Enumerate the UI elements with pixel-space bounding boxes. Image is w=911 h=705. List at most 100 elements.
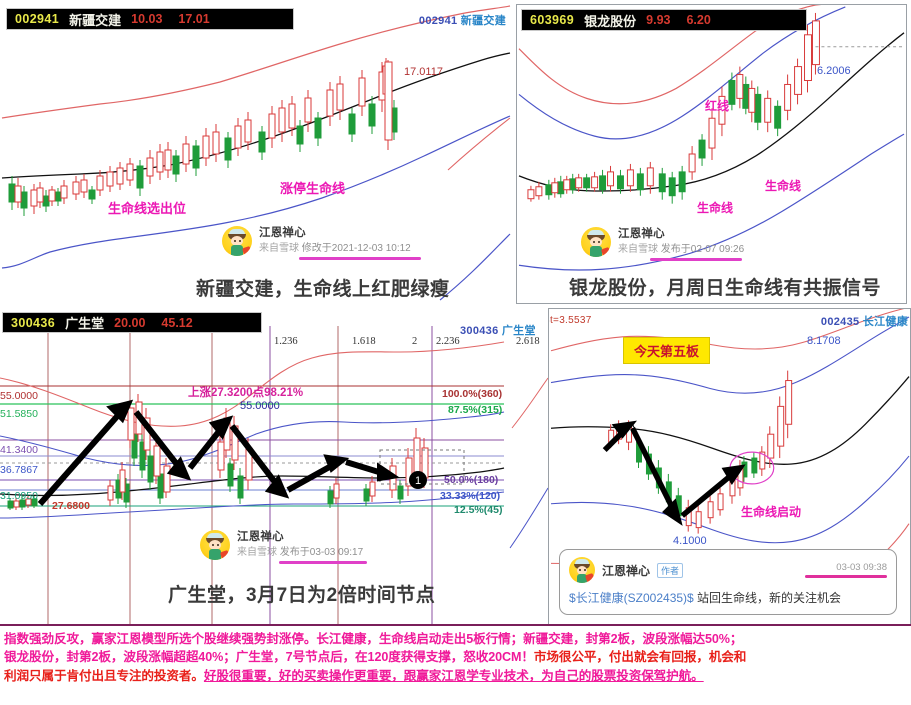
ticker-code: 603969	[530, 13, 575, 27]
price-callout-top: 6.2006	[817, 65, 851, 77]
annotation-lifeline-pick: 生命线选出位	[108, 201, 187, 216]
summary-line-3: 利润只属于肯付出且专注的投资者。好股很重要，好的买卖操作更重要，跟赢家江恩学专业…	[4, 667, 907, 685]
ticker-header-002941: 002941 新疆交建 10.03 17.01	[6, 8, 294, 30]
badge-fifth-limit-up: 今天第五板	[623, 337, 711, 364]
annotation-red-line: 红线	[705, 99, 730, 113]
highlight-underline	[299, 257, 421, 261]
corner-tag-code: 300436	[460, 325, 499, 337]
price-axis-1: 55.0000	[0, 390, 38, 402]
ticker-value-2: 17.01	[178, 12, 210, 26]
peak-price: 55.0000	[240, 400, 280, 412]
stock-link[interactable]: $长江健康(SZ002435)$	[569, 591, 694, 605]
comment-card[interactable]: 江恩禅心 作者 03-03 09:38 $长江健康(SZ002435)$ 站回生…	[559, 549, 897, 615]
corner-tag-300436: 300436 广生堂	[460, 322, 536, 338]
ticker-header-300436: 300436 广生堂 20.00 45.12	[2, 312, 262, 333]
ticker-name: 新疆交建	[69, 12, 122, 28]
summary-line-1: 指数强劲反攻，赢家江恩模型所选个股继续强势封涨停。长江健康，生命线启动走出5板行…	[4, 630, 907, 648]
summary-text-block: 指数强劲反攻，赢家江恩模型所选个股继续强势封涨停。长江健康，生命线启动走出5板行…	[0, 626, 911, 705]
price-axis-4: 36.7867	[0, 464, 38, 476]
annotation-lifeline-start: 生命线启动	[741, 505, 802, 519]
corner-tag-code: 002435	[820, 316, 860, 328]
annotation-limitup-lifeline: 涨停生命线	[280, 181, 346, 196]
comment-text: 站回生命线，新的关注机会	[693, 591, 842, 605]
price-callout-top: 8.1708	[807, 335, 841, 347]
avatar	[222, 226, 252, 256]
author-name[interactable]: 江恩禅心	[618, 228, 665, 240]
svg-text:1: 1	[415, 475, 421, 487]
price-axis-3: 41.3400	[0, 444, 38, 456]
panel-bottom-left: 1 300436 广生堂 20.00 45.12 300436 广生堂 1.23…	[0, 308, 548, 626]
author-source: 来自雪球	[237, 546, 277, 558]
author-name[interactable]: 江恩禅心	[259, 227, 306, 239]
panel-top-right: 603969 银龙股份 9.93 6.20 6.2006 红线 生命线 生命线 …	[516, 4, 907, 304]
summary-line-2-red: 市场很公平，付出就会有回报，机会和	[533, 650, 747, 665]
ticker-value-1: 9.93	[646, 13, 671, 27]
corner-tag-name: 长江健康	[862, 316, 908, 328]
summary-line-1-text: 指数强劲反攻，赢家江恩模型所选个股继续强势封涨停。长江健康，生命线启动走出5板行…	[4, 632, 743, 646]
summary-line-3-red: 利润只属于肯付出且专注的投资者。	[4, 668, 204, 683]
ticker-name: 广生堂	[65, 316, 105, 331]
ticker-value-1: 10.03	[131, 12, 163, 26]
bt-value: Bt=3.5537	[549, 315, 592, 326]
chart-603969	[517, 5, 906, 303]
gann-level-4: 33.33%(120)	[440, 490, 501, 502]
corner-tag-name: 新疆交建	[460, 15, 506, 27]
panel-bottom-right: 002435 长江健康 8.1708 今天第五板 生命线启动 4.1000 江恩…	[548, 308, 911, 626]
avatar	[200, 530, 230, 560]
price-axis-2: 51.5850	[0, 408, 38, 420]
ticker-name: 银龙股份	[584, 13, 637, 29]
time-ratio-1: 1.236	[274, 336, 298, 347]
author-source: 来自雪球	[618, 243, 658, 255]
chart-002941	[0, 0, 512, 308]
caption-bottom-left: 广生堂，3月7日为2倍时间节点	[168, 585, 436, 606]
ticker-code: 002941	[15, 12, 60, 26]
author-time: 发布于03-03 09:17	[279, 546, 364, 558]
summary-divider	[0, 624, 911, 626]
author-badge: 作者	[657, 562, 684, 578]
comment-date: 03-03 09:38	[805, 562, 887, 578]
ticker-value-2: 6.20	[686, 13, 711, 27]
annotation-lifeline-2: 生命线	[765, 179, 802, 193]
annotation-lifeline-1: 生命线	[697, 201, 734, 215]
price-axis-5: 31.0950	[0, 490, 38, 502]
bt-value-label: Bt=3.5537	[549, 315, 592, 326]
low-price: 4.1000	[673, 535, 707, 547]
author-name[interactable]: 江恩禅心	[237, 531, 284, 543]
time-ratio-4: 2.236	[436, 336, 460, 347]
time-ratio-3: 2	[412, 336, 418, 347]
rise-note: 上涨27.3200点98.21%	[188, 387, 304, 399]
author-time: 修改于2021-12-03 10:12	[301, 242, 411, 254]
gann-level-3: 50.0%(180)	[444, 474, 499, 486]
corner-tag-name: 广生堂	[501, 325, 536, 337]
summary-line-2-pink: 银龙股份，封第2板，波段涨幅超超40%；广生堂，7号节点后，在120度获得支撑，…	[4, 650, 534, 665]
price-callout-top: 17.0117	[404, 66, 443, 78]
time-ratio-2: 1.618	[352, 336, 376, 347]
gann-level-1: 100.0%(360)	[442, 388, 503, 400]
avatar	[581, 227, 611, 257]
ticker-code: 300436	[11, 315, 56, 330]
comment-author-name[interactable]: 江恩禅心	[602, 563, 651, 578]
corner-tag-002941: 002941 新疆交建	[419, 12, 506, 28]
ticker-value-2: 45.12	[161, 315, 193, 330]
author-time: 发布于02-07 09:26	[660, 243, 745, 255]
gann-level-5: 12.5%(45)	[454, 504, 503, 516]
caption-top-right: 银龙股份，月周日生命线有共振信号	[569, 278, 882, 299]
ticker-header-603969: 603969 银龙股份 9.93 6.20	[521, 9, 807, 31]
highlight-underline	[805, 575, 887, 578]
low-price: 27.6800	[52, 500, 90, 512]
author-card-bottom-left: 江恩禅心 来自雪球 发布于03-03 09:17	[200, 530, 367, 565]
highlight-underline	[650, 258, 742, 262]
chart-300436: 1	[0, 308, 548, 626]
author-card-top-right: 江恩禅心 来自雪球 发布于02-07 09:26	[581, 227, 745, 262]
time-ratio-5: 2.618	[516, 336, 540, 347]
ticker-value-1: 20.00	[114, 315, 146, 330]
comment-body: $长江健康(SZ002435)$ 站回生命线，新的关注机会	[569, 589, 887, 606]
panel-top-left: 002941 新疆交建 10.03 17.01 002941 新疆交建 17.0…	[0, 0, 512, 308]
caption-top-left: 新疆交建，生命线上红肥绿瘦	[196, 279, 450, 300]
corner-tag-002435: 002435 长江健康	[821, 313, 908, 329]
summary-line-2: 银龙股份，封第2板，波段涨幅超超40%；广生堂，7号节点后，在120度获得支撑，…	[4, 648, 907, 666]
highlight-underline	[279, 561, 367, 565]
gann-level-2: 87.5%(315)	[448, 404, 503, 416]
author-card-top-left: 江恩禅心 来自雪球 修改于2021-12-03 10:12	[222, 226, 421, 261]
